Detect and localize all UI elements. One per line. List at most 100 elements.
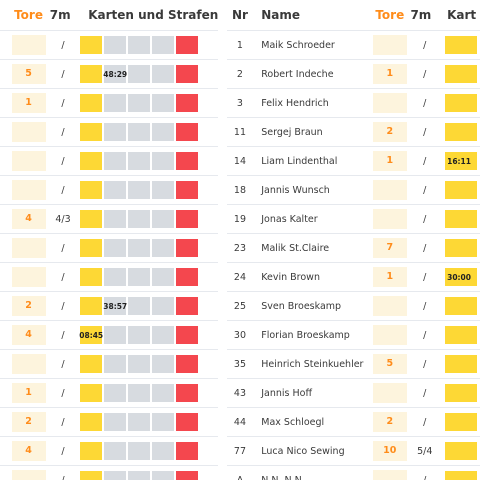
seven-meter-value: / <box>410 117 440 147</box>
seven-meter-value: / <box>49 30 77 60</box>
seven-meter-value: / <box>49 175 77 205</box>
goals-value: 7 <box>372 238 407 258</box>
player-name: Sergej Braun <box>253 117 370 147</box>
table-row: 4/ <box>0 436 219 466</box>
left-team-table: Tore 7m Karten und Strafen nt/5/48:291//… <box>0 0 219 480</box>
goals-cell: 4 <box>7 436 50 466</box>
seven-meter-value: / <box>410 233 440 263</box>
cards-and-penalties <box>439 175 480 205</box>
goals-value: 1 <box>11 93 46 113</box>
goals-value <box>372 383 407 403</box>
cards-strip <box>439 413 480 431</box>
table-row: / <box>0 146 219 176</box>
penalty-slot-1 <box>104 413 127 431</box>
penalty-slot-1 <box>104 355 127 373</box>
player-name: Maik Schroeder <box>253 30 370 60</box>
penalty-slot-1 <box>104 94 127 112</box>
cards-strip <box>439 384 480 402</box>
penalty-slot-3 <box>152 210 175 228</box>
goals-cell: 1 <box>369 59 411 89</box>
jersey-number: 23 <box>226 233 254 263</box>
seven-meter-value: / <box>410 465 440 480</box>
yellow-card <box>445 384 478 402</box>
player-name-fragment <box>0 88 8 118</box>
table-row: 24 Kevin Brown 1/ 30:00 <box>226 262 480 292</box>
table-row: / <box>0 465 219 480</box>
goals-cell: 2 <box>369 117 411 147</box>
goals-cell: 1 <box>369 146 411 176</box>
penalty-slot-1 <box>104 152 127 170</box>
cards-strip <box>76 152 218 170</box>
cards-strip <box>76 268 218 286</box>
seven-meter-value: / <box>410 262 440 292</box>
goals-value <box>372 325 407 345</box>
penalty-slot-2 <box>128 384 151 402</box>
table-row: / <box>0 175 219 205</box>
goals-value <box>11 267 46 287</box>
player-name-fragment <box>0 291 8 321</box>
cards-and-penalties <box>76 233 219 263</box>
goals-value: 1 <box>372 151 407 171</box>
red-card <box>176 413 199 431</box>
seven-meter-value: / <box>49 262 77 292</box>
penalty-slot-1: 38:57 <box>103 297 127 315</box>
goals-cell: 4 <box>7 320 50 350</box>
goals-value: 5 <box>11 64 46 84</box>
player-name-fragment <box>0 262 8 292</box>
yellow-card <box>445 94 478 112</box>
jersey-number: 14 <box>226 146 254 176</box>
red-card <box>176 384 199 402</box>
player-name: N.N. N.N. <box>253 465 370 480</box>
goals-cell: 5 <box>7 59 50 89</box>
goals-cell <box>369 465 411 480</box>
penalty-slot-3 <box>152 94 175 112</box>
seven-meter-value: / <box>410 378 440 408</box>
goals-value: 1 <box>11 383 46 403</box>
jersey-number: 30 <box>226 320 254 350</box>
nr-header: Nr <box>231 8 248 22</box>
goals-value: 4 <box>11 325 46 345</box>
cards-strip <box>439 239 480 257</box>
jersey-number: 43 <box>226 378 254 408</box>
cards-and-penalties <box>76 88 219 118</box>
table-row: 23 Malik St.Claire 7/ <box>226 233 480 263</box>
penalty-slot-2 <box>128 123 151 141</box>
player-name-fragment <box>0 175 8 205</box>
seven-meter-value: / <box>49 146 77 176</box>
table-row: 4 4/3 <box>0 204 219 234</box>
goals-cell <box>7 465 50 480</box>
yellow-card <box>80 297 103 315</box>
player-name-fragment <box>0 204 8 234</box>
red-card <box>176 36 199 54</box>
cards-and-penalties <box>439 436 480 466</box>
goals-cell: 7 <box>369 233 411 263</box>
goals-cell: 10 <box>369 436 411 466</box>
table-row: 35 Heinrich Steinkuehler 5/ <box>226 349 480 379</box>
player-name: Robert Indeche <box>253 59 370 89</box>
penalty-slot-1 <box>104 326 127 344</box>
player-name-fragment <box>0 378 8 408</box>
penalty-slot-2 <box>128 94 151 112</box>
penalty-slot-3 <box>152 384 175 402</box>
cards-strip <box>439 36 480 54</box>
red-card <box>176 471 199 480</box>
table-row: 14 Liam Lindenthal 1/ 16:11 <box>226 146 480 176</box>
goals-value: 2 <box>372 122 407 142</box>
player-name: Jannis Hoff <box>253 378 370 408</box>
penalty-slot-3 <box>152 297 175 315</box>
table-row: 44 Max Schloegl 2/ <box>226 407 480 437</box>
cards-and-penalties: 48:29 <box>76 59 219 89</box>
jersey-number: 2 <box>226 59 254 89</box>
goals-value <box>11 151 46 171</box>
cards-strip <box>439 123 480 141</box>
jersey-number: A <box>226 465 254 480</box>
red-card <box>176 210 199 228</box>
goals-value <box>372 209 407 229</box>
cards-and-penalties <box>76 436 219 466</box>
player-name-fragment <box>0 465 8 480</box>
jersey-number: 11 <box>226 117 254 147</box>
cards-strip: 38:57 <box>76 297 218 315</box>
goals-cell: 1 <box>7 88 50 118</box>
table-row: 5/ 48:29 <box>0 59 219 89</box>
cards-strip <box>76 413 218 431</box>
